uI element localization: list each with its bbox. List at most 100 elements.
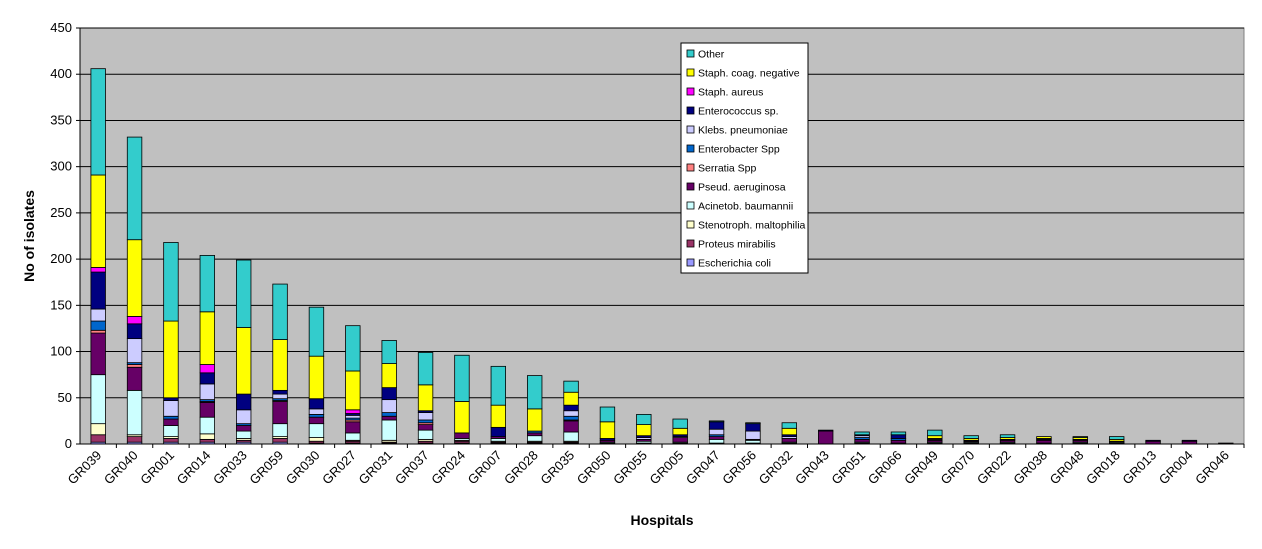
legend-swatch — [686, 125, 695, 134]
y-tick-label: 0 — [65, 436, 72, 451]
x-tick-label: GR001 — [137, 448, 177, 488]
bar-segment — [417, 419, 434, 424]
bar-segment — [781, 422, 797, 429]
bar-segment — [345, 325, 361, 372]
legend-label: Acinetob. baumannii — [698, 201, 793, 213]
bar-segment — [308, 355, 325, 400]
legend-label: Serratia Spp — [698, 163, 757, 175]
bar-segment — [308, 416, 325, 425]
legend-swatch — [686, 201, 695, 210]
bar-segment — [745, 423, 761, 432]
x-tick-label: GR031 — [356, 448, 396, 488]
x-tick-label: GR066 — [865, 448, 905, 488]
bar-segment — [199, 438, 215, 443]
bar-segment — [927, 435, 943, 439]
x-tick-label: GR035 — [537, 448, 577, 488]
x-tick-label: GR043 — [792, 448, 832, 488]
bar-segment — [563, 391, 579, 406]
bar-segment — [90, 271, 106, 310]
bar-segment — [126, 436, 143, 443]
x-tick-label: GR037 — [392, 448, 432, 488]
bar-segment — [90, 434, 106, 443]
bar-segment — [527, 408, 543, 432]
bar-segment — [163, 242, 179, 322]
y-tick-label: 450 — [50, 20, 72, 35]
bar-segment — [381, 415, 397, 421]
bar-segment — [199, 372, 215, 385]
x-tick-label: GR049 — [901, 448, 941, 488]
bar-segment — [90, 308, 106, 322]
bar-segment — [672, 437, 688, 443]
bar-segment — [745, 430, 761, 440]
bar-segment — [527, 375, 543, 410]
bar-segment — [563, 404, 579, 412]
bar-segment — [636, 414, 652, 425]
plot-area — [79, 27, 1245, 445]
bar-stacks — [90, 68, 1234, 445]
bar-segment — [1072, 436, 1088, 438]
x-tick-label: GR033 — [210, 448, 250, 488]
bar-segment — [272, 283, 288, 340]
bar-segment — [163, 397, 179, 401]
bar-segment — [563, 415, 579, 421]
bar-segment — [272, 393, 288, 400]
x-tick-label: GR013 — [1119, 448, 1159, 488]
bar-segment — [381, 399, 397, 413]
bar-segment — [890, 431, 907, 436]
bar-segment — [890, 434, 907, 439]
bar-segment — [308, 306, 325, 357]
bar-segment — [199, 433, 215, 440]
bar-segment — [90, 320, 106, 331]
x-tick-label: GR070 — [938, 448, 978, 488]
bar-segment — [199, 364, 215, 374]
legend-label: Escherichia coli — [698, 258, 771, 270]
bar-segment — [417, 424, 434, 431]
bar-segment — [199, 416, 215, 435]
x-tick-label: GR050 — [574, 448, 614, 488]
bar-segment — [708, 428, 725, 436]
bar-segment — [745, 439, 761, 444]
bar-segment — [381, 412, 397, 417]
legend-swatch — [686, 220, 695, 229]
bar-segment — [126, 316, 143, 325]
bar-segment — [490, 438, 506, 442]
x-tick-label: GR030 — [283, 448, 323, 488]
legend-box — [680, 42, 809, 274]
bar-segment — [672, 418, 688, 429]
bar-segment — [381, 363, 397, 389]
bar-segment — [381, 340, 397, 364]
bar-segment — [163, 438, 179, 443]
legend-swatch — [686, 106, 695, 115]
bar-segment — [708, 421, 725, 430]
bar-segment — [454, 432, 470, 439]
x-tick-label: GR048 — [1047, 448, 1087, 488]
bar-segment — [381, 387, 397, 401]
y-axis-title: No of isolates — [21, 190, 37, 282]
bar-segment — [381, 419, 397, 441]
y-tick-label: 50 — [58, 390, 72, 405]
x-tick-label: GR007 — [465, 448, 505, 488]
x-tick-label: GR032 — [756, 448, 796, 488]
bar-segment — [708, 420, 725, 423]
bar-segment — [599, 406, 616, 423]
legend-swatch — [686, 87, 695, 96]
x-tick-label: GR038 — [1010, 448, 1050, 488]
bar-segment — [854, 431, 870, 436]
y-tick-label: 250 — [50, 205, 72, 220]
x-axis-title: Hospitals — [630, 512, 693, 528]
bar-segment — [927, 429, 943, 437]
bar-segment — [163, 400, 179, 417]
bar-segment — [818, 429, 834, 432]
bar-segment — [90, 68, 106, 176]
x-tick-label: GR028 — [501, 448, 541, 488]
bar-segment — [563, 420, 579, 433]
bar-segment — [199, 255, 215, 313]
x-tick-label: GR055 — [610, 448, 650, 488]
bar-segment — [90, 332, 106, 376]
bar-segment — [308, 414, 325, 418]
legend-label: Proteus mirabilis — [698, 239, 776, 251]
bar-segment — [345, 421, 361, 434]
bar-segment — [163, 425, 179, 438]
